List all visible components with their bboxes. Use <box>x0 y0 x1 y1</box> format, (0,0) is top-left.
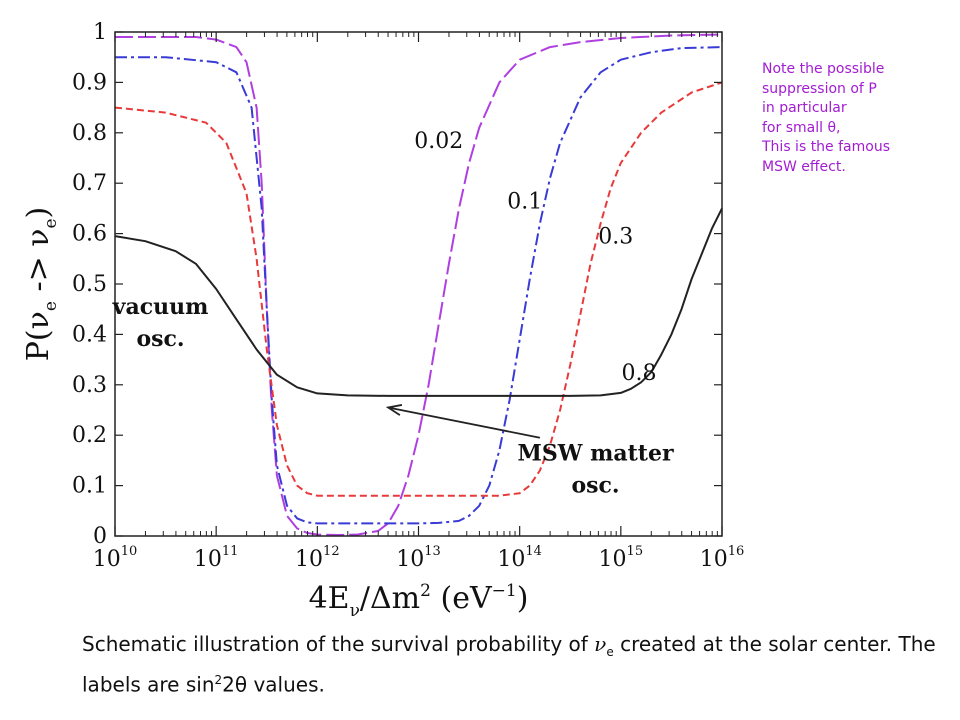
caption-text-1: Schematic illustration of the survival p… <box>82 632 595 656</box>
y-tick-label: 0.9 <box>72 70 107 95</box>
series-label-0.8: 0.8 <box>622 361 657 386</box>
sin-exponent: 2 <box>214 673 223 687</box>
y-tick-label: 0.7 <box>72 171 107 196</box>
caption: Schematic illustration of the survival p… <box>82 630 942 699</box>
y-tick-label: 0.2 <box>72 423 107 448</box>
annotation-arrow <box>387 406 541 439</box>
caption-text-2: created at the solar center. The labels … <box>82 632 936 697</box>
two-theta: 2θ <box>222 672 248 697</box>
x-tick-label: 1010 <box>93 544 138 572</box>
y-tick-label: 0 <box>93 524 107 549</box>
y-tick-label: 1 <box>93 20 107 45</box>
series-line-0.1 <box>115 46 723 525</box>
series-label-0.1: 0.1 <box>507 189 542 214</box>
y-tick-label: 0.8 <box>72 121 107 146</box>
x-tick-label: 1014 <box>497 544 542 572</box>
series-line-0.8 <box>114 207 723 397</box>
y-tick-label: 0.6 <box>72 222 107 247</box>
side-note: Note the possible suppression of P in pa… <box>762 61 890 175</box>
caption-text-3: values. <box>247 672 325 697</box>
series-label-0.3: 0.3 <box>598 225 633 250</box>
annotation-1: MSW matter osc. <box>518 440 674 498</box>
annotation-0: vacuum osc. <box>112 294 209 352</box>
x-axis-title: 4Eν/Δm2 (eV−1) <box>309 581 529 621</box>
x-tick-label: 1011 <box>194 544 239 572</box>
arrow-head <box>385 404 403 416</box>
y-tick-label: 0.5 <box>72 272 107 297</box>
y-tick-label: 0.4 <box>72 322 107 347</box>
chart: 0 0.1 0.2 0.3 0.4 0.5 0.6 0.7 0.8 0.9 1 1010 1011 101… <box>21 20 745 621</box>
x-tick-label: 1015 <box>599 544 644 572</box>
x-tick-label: 1016 <box>700 544 745 572</box>
y-axis-title: P(νe -> νe) <box>21 207 61 362</box>
y-tick-label: 0.1 <box>72 474 107 499</box>
x-tick-label: 1012 <box>295 544 340 572</box>
nu-symbol: ν <box>594 632 607 656</box>
series-label-0.02: 0.02 <box>414 129 463 154</box>
series-line-0.3 <box>114 81 723 497</box>
x-tick-label: 1013 <box>396 544 441 572</box>
nu-subscript: e <box>606 645 614 659</box>
y-tick-label: 0.3 <box>72 373 107 398</box>
